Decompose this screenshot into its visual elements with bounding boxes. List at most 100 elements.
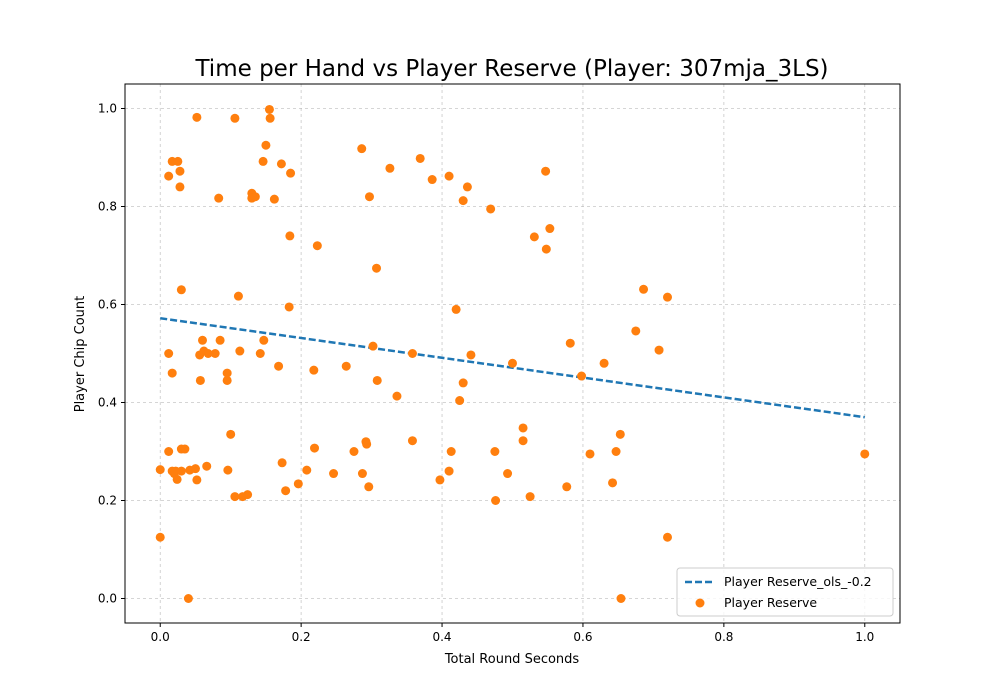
scatter-point	[293, 479, 303, 489]
data-layer	[155, 104, 870, 603]
scatter-point	[525, 492, 535, 502]
scatter-point	[341, 361, 351, 371]
scatter-point	[243, 490, 253, 500]
scatter-point	[860, 449, 870, 459]
y-axis-label: Player Chip Count	[73, 296, 88, 413]
scatter-point	[329, 469, 339, 479]
scatter-point	[164, 447, 174, 456]
scatter-point	[541, 166, 551, 176]
y-tick-label: 0.4	[98, 396, 117, 410]
scatter-point	[631, 326, 641, 336]
scatter-point	[503, 469, 513, 479]
scatter-point	[167, 368, 177, 378]
scatter-point	[364, 192, 374, 202]
y-tick-label: 1.0	[98, 102, 117, 116]
x-tick-label: 0.8	[714, 630, 733, 644]
y-tick-label: 0.6	[98, 298, 117, 312]
scatter-point	[654, 345, 664, 355]
scatter-point	[541, 244, 551, 254]
scatter-point	[175, 182, 185, 192]
scatter-point	[195, 375, 205, 385]
scatter-point	[302, 465, 312, 475]
scatter-point	[190, 464, 200, 474]
scatter-point	[176, 466, 186, 476]
scatter-point	[202, 461, 212, 471]
scatter-point	[203, 349, 213, 358]
scatter-point	[608, 478, 618, 488]
scatter-point	[277, 458, 287, 468]
scatter-point	[233, 291, 243, 301]
scatter-point	[261, 140, 271, 150]
y-tick-label: 0.0	[98, 592, 117, 606]
scatter-point	[529, 232, 539, 242]
scatter-point	[364, 482, 374, 492]
scatter-point	[223, 465, 233, 475]
scatter-point	[281, 486, 291, 496]
plot-frame	[124, 83, 901, 624]
scatter-point	[427, 175, 437, 185]
scatter-point	[545, 224, 555, 234]
scatter-point	[508, 358, 517, 368]
scatter-point	[175, 166, 185, 176]
scatter-point	[264, 104, 274, 114]
scatter-point	[357, 144, 367, 154]
legend-box	[676, 567, 894, 617]
scatter-point	[180, 444, 190, 454]
scatter-point	[192, 112, 202, 122]
scatter-point	[310, 443, 320, 453]
scatter-point	[235, 346, 245, 356]
scatter-point	[259, 335, 269, 345]
scatter-point	[435, 475, 445, 485]
scatter-point	[276, 159, 286, 169]
scatter-point	[172, 474, 182, 484]
x-tick-label: 0.0	[151, 630, 170, 644]
scatter-point	[392, 391, 402, 401]
scatter-point	[599, 358, 609, 368]
scatter-point	[458, 196, 468, 206]
scatter-point	[192, 475, 202, 485]
scatter-point	[372, 263, 382, 273]
scatter-point	[164, 171, 174, 181]
scatter-point	[663, 292, 672, 302]
scatter-point	[562, 482, 572, 492]
scatter-point	[663, 532, 672, 542]
x-tick-label: 1.0	[855, 630, 874, 644]
scatter-point	[215, 335, 225, 345]
scatter-point	[486, 204, 496, 214]
scatter-point	[518, 436, 528, 446]
scatter-point	[444, 171, 454, 181]
scatter-point	[639, 284, 649, 294]
scatter-point	[164, 349, 174, 358]
scatter-point	[446, 447, 456, 456]
legend: Player Reserve_ols_-0.2 Player Reserve	[676, 567, 894, 617]
scatter-point	[491, 496, 501, 505]
scatter-point	[349, 447, 359, 456]
legend-ols-label: Player Reserve_ols_-0.2	[724, 574, 872, 589]
legend-scatter-label: Player Reserve	[724, 595, 817, 610]
scatter-point	[451, 304, 461, 314]
scatter-point	[255, 349, 265, 358]
scatter-point	[312, 241, 322, 251]
scatter-point	[611, 447, 621, 456]
scatter-point	[372, 375, 382, 385]
scatter-point	[230, 113, 240, 123]
tick-layer: 0.0 0.2 0.4 0.6 0.8 1.0 0.0 0.2 0.4 0.6 0.8 1.0	[98, 102, 874, 645]
scatter-point	[466, 350, 476, 360]
scatter-point	[230, 492, 240, 502]
scatter-point	[462, 182, 472, 192]
scatter-point	[274, 361, 284, 371]
scatter-point	[362, 439, 372, 449]
scatter-point	[222, 375, 232, 385]
scatter-point	[458, 378, 468, 388]
legend-scatter-swatch	[695, 598, 705, 608]
scatter-point	[210, 349, 220, 358]
scatter-point	[407, 349, 417, 358]
scatter-point	[284, 302, 294, 312]
scatter-point	[226, 429, 236, 439]
scatter-point	[309, 365, 319, 375]
scatter-point	[565, 338, 575, 348]
scatter-point	[616, 594, 626, 603]
scatter-point	[415, 153, 425, 163]
